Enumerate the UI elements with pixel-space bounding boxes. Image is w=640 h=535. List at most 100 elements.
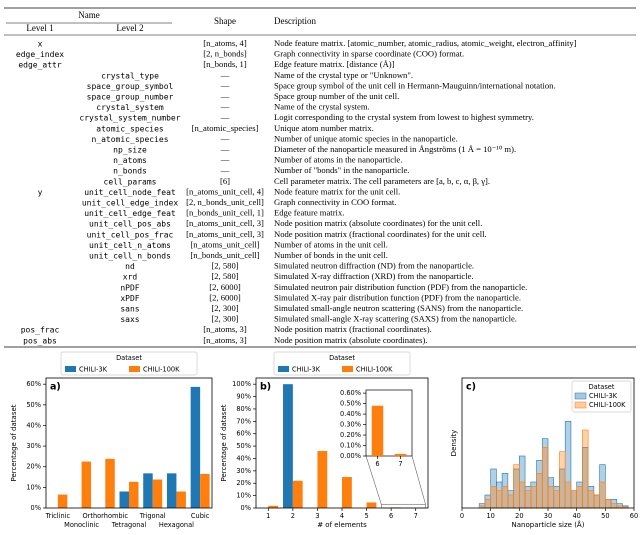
description: Node feature matrix. [atomic_number, ato… bbox=[274, 38, 577, 48]
inset-bar bbox=[395, 454, 407, 456]
header-shape: Shape bbox=[214, 16, 236, 26]
description: Unique atom number matrix. bbox=[274, 123, 374, 133]
hist-bar bbox=[508, 495, 514, 508]
bar bbox=[367, 502, 377, 508]
shape: [2, 300] bbox=[211, 303, 238, 313]
description: Number of atoms in the nanoparticle. bbox=[274, 155, 402, 165]
shape: [n_atomic_species] bbox=[192, 123, 259, 133]
hist-bar bbox=[588, 491, 594, 508]
shape: [2, 300] bbox=[211, 314, 238, 324]
hist-bar bbox=[582, 430, 588, 508]
x-tick-label: 0 bbox=[460, 512, 464, 520]
level-2-name: n_atomic_species bbox=[91, 135, 168, 144]
shape: — bbox=[220, 155, 230, 165]
shape: [n_atoms_unit_cell, 3] bbox=[186, 229, 264, 239]
level-1-name: edge_index bbox=[16, 50, 64, 59]
x-tick-label: 30 bbox=[544, 512, 552, 520]
bar bbox=[191, 387, 200, 508]
x-axis-title: # of elements bbox=[317, 521, 367, 529]
bar bbox=[129, 482, 138, 508]
hist-bar bbox=[542, 447, 548, 508]
y-tick-label: 10% bbox=[26, 483, 41, 491]
x-tick-label: Cubic bbox=[191, 512, 210, 520]
x-tick-label: 10 bbox=[486, 512, 494, 520]
hist-bar bbox=[537, 473, 543, 508]
x-tick-label: 20 bbox=[515, 512, 523, 520]
description: Graph connectivity in sparse coordinate … bbox=[274, 49, 464, 59]
y-tick-label: 80% bbox=[236, 405, 251, 413]
description: Number of bonds in the unit cell. bbox=[274, 250, 388, 260]
y-tick-label: 0.60% bbox=[340, 389, 361, 397]
x-tick-label: 7 bbox=[414, 512, 418, 520]
bar bbox=[342, 477, 352, 508]
y-tick-label: 0% bbox=[31, 504, 41, 512]
legend-label: CHILI-100K bbox=[589, 401, 626, 409]
panel-label: b) bbox=[260, 382, 271, 393]
level-2-name: xPDF bbox=[120, 294, 139, 303]
level-1-name: y bbox=[38, 188, 43, 197]
bar bbox=[176, 491, 185, 508]
description: Simulated neutron pair distribution func… bbox=[274, 282, 527, 292]
legend-title: Dataset bbox=[589, 383, 615, 391]
chart-panel: 0%10%20%30%40%50%60%TriclinicMonoclinicO… bbox=[10, 352, 212, 529]
x-tick-label: 6 bbox=[389, 512, 393, 520]
level-2-name: crystal_system_number bbox=[79, 114, 180, 123]
shape: — bbox=[220, 91, 230, 101]
legend-swatch bbox=[575, 402, 586, 408]
y-tick-label: 70% bbox=[236, 417, 251, 425]
level-1-name: pos_abs bbox=[23, 336, 57, 345]
level-2-name: crystal_type bbox=[101, 71, 159, 80]
level-2-name: nPDF bbox=[120, 283, 139, 292]
hist-bar bbox=[531, 486, 537, 508]
y-tick-label: 60% bbox=[26, 380, 41, 388]
bar bbox=[143, 473, 152, 508]
legend-swatch bbox=[129, 366, 140, 372]
legend-swatch bbox=[575, 393, 586, 399]
hist-bar bbox=[559, 452, 565, 508]
y-tick-label: 20% bbox=[236, 479, 251, 487]
panel-label: a) bbox=[50, 382, 61, 393]
description: Number of atoms in the unit cell. bbox=[274, 239, 388, 249]
x-tick-label: 3 bbox=[315, 512, 319, 520]
bar bbox=[283, 384, 293, 508]
hist-bar bbox=[594, 495, 600, 508]
description: Space group symbol of the unit cell in H… bbox=[274, 80, 556, 90]
hist-bar bbox=[485, 499, 491, 508]
bar bbox=[120, 491, 129, 508]
level-2-name: sans bbox=[120, 305, 139, 314]
shape: [2, 6000] bbox=[209, 292, 241, 302]
level-2-name: n_bonds bbox=[113, 167, 147, 176]
hist-bar bbox=[600, 482, 606, 508]
bar bbox=[293, 481, 303, 508]
level-2-name: saxs bbox=[120, 315, 139, 324]
shape: [n_atoms_unit_cell, 4] bbox=[186, 186, 264, 196]
zoom-connector bbox=[412, 456, 426, 504]
inset-bar bbox=[372, 406, 384, 456]
description: Simulated X-ray pair distribution functi… bbox=[274, 292, 521, 302]
level-2-name: cell_params bbox=[104, 177, 157, 186]
level-2-name: space_group_symbol bbox=[87, 82, 174, 91]
level-2-name: n_atoms bbox=[113, 156, 147, 165]
y-tick-label: 60% bbox=[236, 430, 251, 438]
y-tick-label: 0.30% bbox=[340, 421, 361, 429]
legend-title: Dataset bbox=[329, 354, 355, 362]
hist-bar bbox=[605, 499, 611, 508]
shape: [2, n_bonds] bbox=[203, 49, 247, 59]
y-tick-label: 30% bbox=[26, 442, 41, 450]
x-tick-label: Tetragonal bbox=[111, 521, 147, 529]
legend-label: CHILI-100K bbox=[143, 366, 180, 374]
level-2-name: unit_cell_n_bonds bbox=[89, 252, 171, 261]
level-2-name: unit_cell_node_feat bbox=[84, 188, 176, 197]
charts: 0%10%20%30%40%50%60%TriclinicMonoclinicO… bbox=[10, 352, 638, 529]
description: Logit corresponding to the crystal syste… bbox=[274, 112, 534, 122]
hist-bar bbox=[491, 486, 497, 508]
y-tick-label: 0.40% bbox=[340, 410, 361, 418]
level-2-name: unit_cell_edge_feat bbox=[84, 209, 176, 218]
legend-label: CHILI-3K bbox=[292, 366, 321, 374]
level-2-name: xrd bbox=[123, 273, 138, 282]
y-tick-label: 50% bbox=[236, 442, 251, 450]
level-2-name: unit_cell_edge_index bbox=[82, 199, 179, 208]
description: Number of "bonds" in the nanoparticle. bbox=[274, 165, 409, 175]
y-tick-label: 30% bbox=[236, 467, 251, 475]
x-tick-label: Trigonal bbox=[139, 512, 166, 520]
